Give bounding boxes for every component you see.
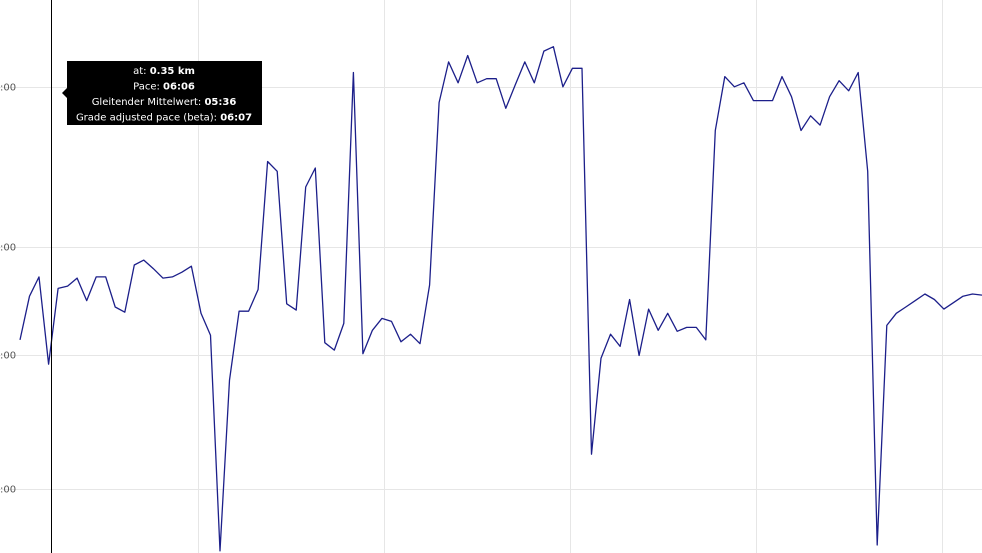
tooltip-value: 0.35 km bbox=[150, 66, 195, 77]
tooltip-value: 06:06 bbox=[163, 82, 195, 93]
y-tick-label: :00 bbox=[0, 351, 16, 362]
tooltip-label: Gleitender Mittelwert: bbox=[92, 97, 202, 108]
tooltip-line: at: 0.35 km bbox=[133, 66, 195, 77]
tooltip-value: 06:07 bbox=[220, 113, 252, 124]
tooltip-value: 05:36 bbox=[204, 97, 236, 108]
tooltip-line: Grade adjusted pace (beta): 06:07 bbox=[76, 113, 252, 124]
plot-area bbox=[19, 46, 982, 552]
tooltip-line: Pace: 06:06 bbox=[133, 82, 195, 93]
tooltip-label: at: bbox=[133, 66, 146, 77]
vertical-grid bbox=[198, 0, 943, 553]
y-tick-label: :00 bbox=[0, 83, 16, 94]
tooltip-label: Grade adjusted pace (beta): bbox=[76, 113, 217, 124]
tooltip-label: Pace: bbox=[133, 82, 160, 93]
tooltip-line: Gleitender Mittelwert: 05:36 bbox=[92, 97, 237, 108]
pace-line bbox=[19, 46, 982, 552]
y-tick-label: :00 bbox=[0, 243, 16, 254]
tooltip-box bbox=[67, 61, 262, 125]
tooltip: at: 0.35 km Pace: 06:06 Gleitender Mittelw… bbox=[62, 61, 262, 125]
y-tick-label: :00 bbox=[0, 485, 16, 496]
tooltip-pointer bbox=[62, 88, 67, 98]
horizontal-grid bbox=[0, 87, 982, 490]
